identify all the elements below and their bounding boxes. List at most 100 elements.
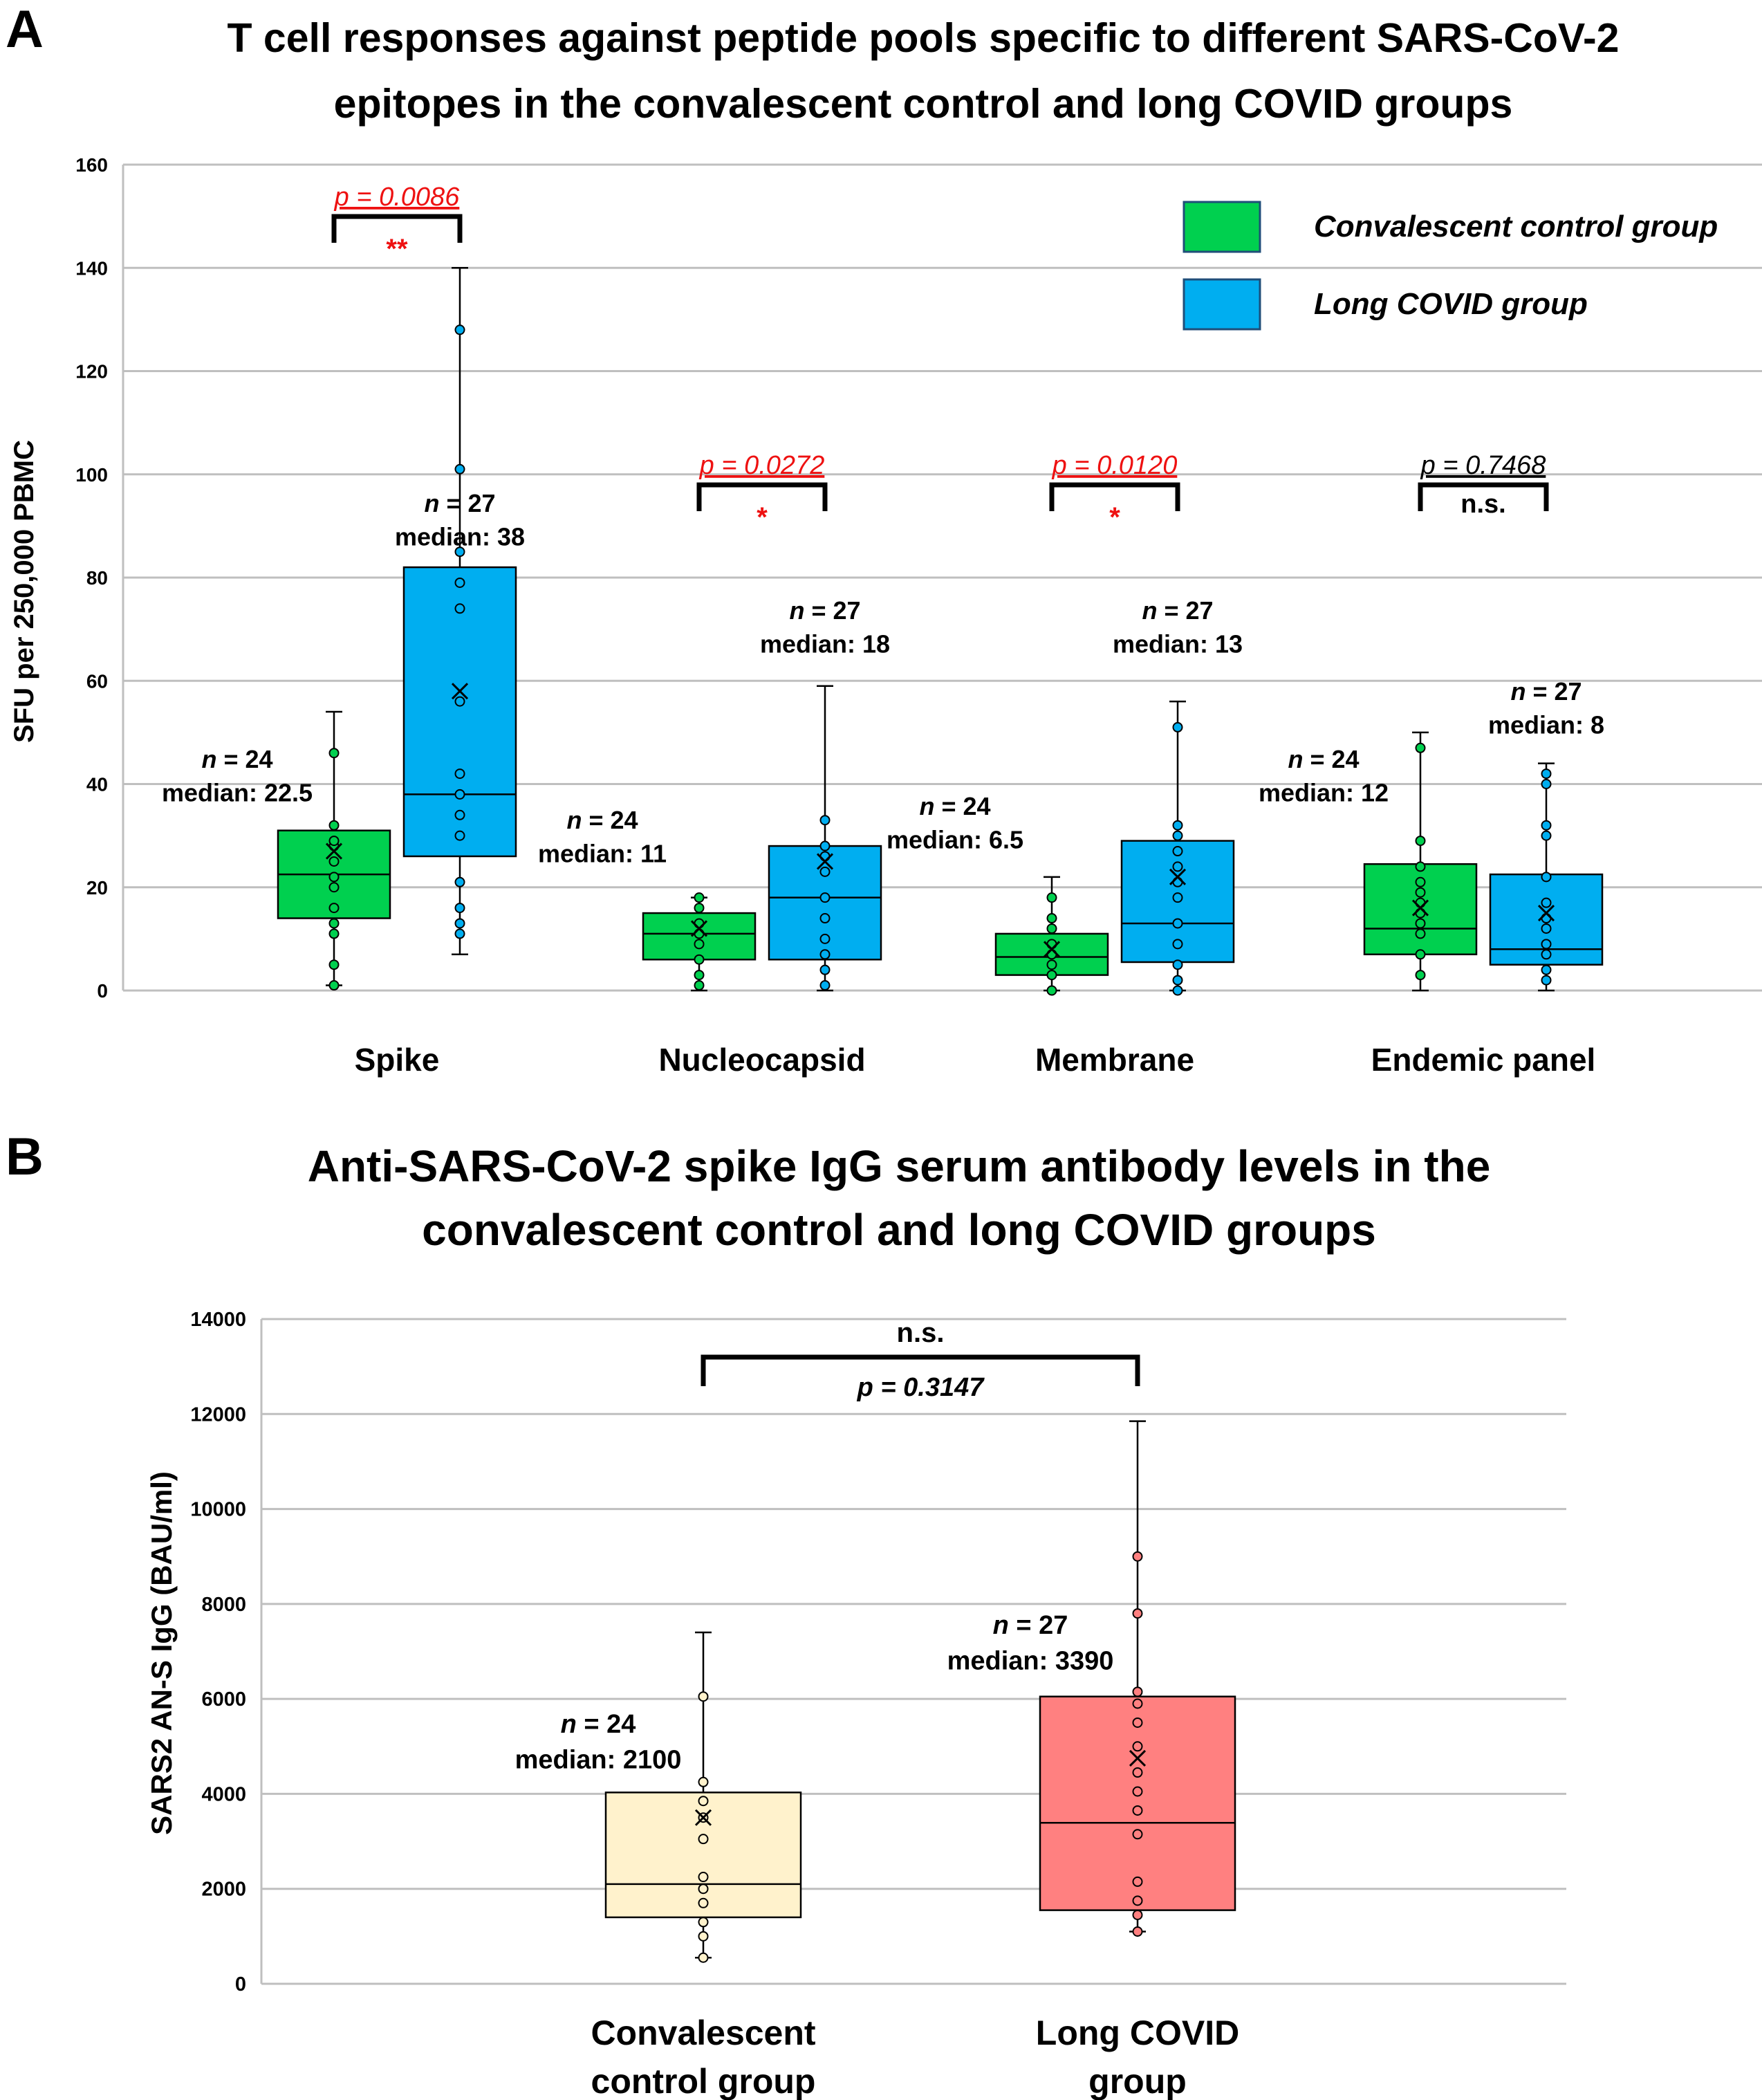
panel-a-endemic-panel-long-covid-point [1541, 768, 1552, 780]
panel-a-endemic-panel-control-point [1415, 928, 1426, 939]
panel-a-spike-control-point [328, 928, 340, 939]
panel-b-long-covid-group-point [1132, 1786, 1143, 1797]
panel-a-y-tick-label: 100 [75, 464, 108, 486]
panel-a-endemic-panel-long-covid-point [1541, 872, 1552, 883]
panel-a-nucleocapsid-long-covid-point [819, 949, 831, 960]
panel-a-nucleocapsid-control-point [694, 939, 705, 950]
panel-a-membrane-long-covid-point [1172, 918, 1183, 929]
panel-b-convalescent-control-group-x-tick-label-line-2: control group [591, 2062, 816, 2100]
panel-a-spike-long-covid-point [454, 903, 465, 914]
panel-a-y-tick-label: 80 [86, 567, 108, 589]
panel-a-y-axis-label: SFU per 250,000 PBMC [9, 440, 39, 743]
panel-a-letter: A [6, 0, 44, 59]
panel-b-convalescent-control-group-point [698, 1872, 709, 1883]
panel-a-membrane-long-covid-point [1172, 721, 1183, 733]
panel-a-spike-long-covid-n-label: n = 27 [424, 489, 495, 517]
panel-a-membrane-long-covid-point [1172, 985, 1183, 996]
panel-a-endemic-panel-control-point [1415, 887, 1426, 898]
legend-swatch-long-covid-group [1183, 278, 1261, 331]
panel-a-spike-control-median-label: median: 22.5 [162, 779, 313, 807]
panel-b-long-covid-group-point [1132, 1767, 1143, 1778]
panel-b-letter: B [6, 1127, 44, 1186]
panel-a-nucleocapsid-long-covid-median-label: median: 18 [760, 630, 890, 658]
panel-a-endemic-panel-control-median-label: median: 12 [1259, 779, 1389, 807]
panel-b-long-covid-group-point [1132, 1895, 1143, 1906]
panel-a-nucleocapsid-control-point [694, 892, 705, 903]
panel-b-convalescent-control-group-point [698, 1883, 709, 1895]
panel-a-endemic-panel-control-point [1415, 970, 1426, 981]
panel-a-membrane-control-point [1046, 913, 1057, 924]
panel-a-endemic-panel-x-tick-label: Endemic panel [1371, 1042, 1596, 1078]
panel-a-y-tick-label: 0 [97, 980, 108, 1002]
panel-b-long-covid-group-point [1132, 1698, 1143, 1709]
panel-a-nucleocapsid-control-point [694, 980, 705, 991]
panel-b-convalescent-control-group-n-label: n = 24 [561, 1710, 636, 1739]
panel-a-nucleocapsid-long-covid-point [819, 815, 831, 826]
panel-a-endemic-panel-long-covid-mean-marker [1537, 904, 1555, 922]
panel-a-spike-control-point [328, 872, 340, 883]
panel-a-membrane-significance-bracket [1049, 482, 1180, 511]
panel-b-y-axis-label: SARS2 AN-S IgG (BAU/ml) [145, 1471, 178, 1835]
panel-b-long-covid-group-mean-marker [1129, 1749, 1147, 1767]
panel-b-long-covid-group-median-label: median: 3390 [947, 1646, 1114, 1675]
panel-b-convalescent-control-group-point [698, 1931, 709, 1942]
panel-b-y-tick-label: 6000 [201, 1688, 246, 1711]
panel-a-endemic-panel-long-covid-point [1541, 975, 1552, 986]
panel-b-long-covid-group-point [1132, 1608, 1143, 1619]
panel-a-spike-x-tick-label: Spike [355, 1042, 440, 1078]
panel-a-membrane-significance-marker: * [1109, 502, 1120, 533]
panel-a-nucleocapsid-long-covid-mean-marker [816, 853, 834, 870]
panel-b-long-covid-group-group: n = 27 median: 3390 Long COVID group [947, 1420, 1239, 2100]
panel-b-significance-marker: n.s. [897, 1318, 945, 1348]
panel-b-y-tick-label: 12000 [190, 1403, 246, 1426]
panel-a-membrane-x-tick-label: Membrane [1035, 1042, 1194, 1078]
panel-a-y-tick-label: 160 [75, 154, 108, 176]
panel-a-nucleocapsid-long-covid-point [819, 892, 831, 903]
panel-a-spike-long-covid-point [454, 876, 465, 887]
panel-a-membrane-control-point [1046, 959, 1057, 970]
panel-a-spike-control-point [328, 903, 340, 914]
panel-b-convalescent-control-group-point [698, 1834, 709, 1845]
panel-a-spike-long-covid-point [454, 789, 465, 800]
panel-b-convalescent-control-group-point [698, 1796, 709, 1807]
panel-a-spike-control-n-label: n = 24 [201, 745, 272, 773]
panel-b-convalescent-control-group-point [698, 1897, 709, 1908]
panel-a-nucleocapsid-long-covid-point [819, 933, 831, 944]
panel-a-endemic-panel-long-covid-point [1541, 820, 1552, 831]
panel-b-y-tick-label: 2000 [201, 1879, 246, 1901]
panel-b-y-tick-label: 10000 [190, 1499, 246, 1521]
panel-b-title-line-2: convalescent control and long COVID grou… [422, 1205, 1376, 1255]
panel-a-membrane-long-covid-point [1172, 892, 1183, 903]
panel-a-spike-control-point [328, 882, 340, 893]
panel-a-endemic-panel-p-value-label: p = 0.7468 [1420, 451, 1546, 480]
panel-b-significance-bracket [701, 1354, 1140, 1386]
panel-a-spike-control-point [328, 918, 340, 929]
panel-b-y-tick-label: 8000 [201, 1594, 246, 1616]
panel-b-convalescent-control-group-group: n = 24 median: 2100 Convalescent control gr… [515, 1631, 816, 2100]
panel-a-spike-control-point [328, 836, 340, 847]
panel-b-y-tick-label: 4000 [201, 1783, 246, 1805]
panel-a-nucleocapsid-x-tick-label: Nucleocapsid [658, 1042, 865, 1078]
panel-b-long-covid-group-point [1132, 1551, 1143, 1562]
panel-a-nucleocapsid-long-covid-n-label: n = 27 [789, 596, 860, 625]
panel-a-endemic-panel-control-point [1415, 836, 1426, 847]
panel-a-membrane-long-covid-point [1172, 861, 1183, 872]
panel-a-nucleocapsid-p-value-label: p = 0.0272 [699, 451, 825, 480]
panel-b-convalescent-control-group-point [698, 1917, 709, 1928]
panel-a-membrane-control-point [1046, 923, 1057, 934]
panel-b-convalescent-control-group-point [698, 1952, 709, 1963]
panel-a-membrane-control-mean-marker [1043, 941, 1061, 958]
panel-b-convalescent-control-group-point [698, 1776, 709, 1787]
panel-a-endemic-panel-control-mean-marker [1411, 899, 1429, 917]
panel-b-p-value-label: p = 0.3147 [857, 1373, 985, 1402]
panel-a-nucleocapsid-control-mean-marker [690, 920, 708, 937]
panel-a-endemic-panel-control-point [1415, 876, 1426, 887]
panel-a-membrane-long-covid-n-label: n = 27 [1142, 596, 1213, 625]
panel-a-spike-control-point [328, 959, 340, 970]
panel-a-endemic-panel-group: n = 24 median: 12 n = 27 median: 8 Endemic p… [1259, 451, 1604, 1078]
panel-a-spike-control-mean-marker [325, 842, 343, 860]
panel-a-spike-long-covid-point [454, 324, 465, 335]
panel-b-long-covid-group-point [1132, 1686, 1143, 1697]
panel-a-endemic-panel-long-covid-point [1541, 923, 1552, 934]
